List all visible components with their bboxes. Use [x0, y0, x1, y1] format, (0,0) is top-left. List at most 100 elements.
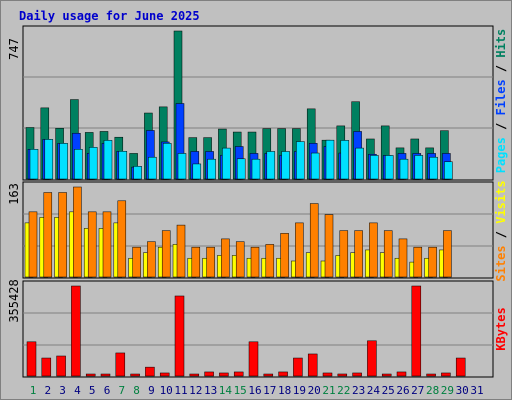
x-tick-label: 13 — [204, 384, 217, 397]
bar-pages-day-3 — [59, 143, 68, 180]
x-tick-label: 8 — [133, 384, 140, 397]
bar-pages-day-23 — [355, 147, 364, 180]
bar-sites-day-21 — [324, 214, 334, 278]
bar-pages-day-5 — [88, 147, 98, 180]
x-tick-label: 24 — [367, 384, 381, 397]
bar-pages-day-17 — [266, 151, 276, 180]
x-tick-label: 20 — [308, 384, 321, 397]
bar-kbytes-day-19 — [293, 357, 303, 377]
side-labels-top: Pages / Files / Hits — [494, 29, 508, 174]
x-tick-label: 16 — [248, 384, 261, 397]
bar-kbytes-day-21 — [322, 372, 333, 377]
bar-sites-day-29 — [443, 230, 452, 278]
svg-text:KBytes: KBytes — [494, 307, 508, 350]
bar-kbytes-day-26 — [396, 371, 407, 377]
bar-pages-day-20 — [310, 152, 320, 180]
x-tick-label: 30 — [456, 384, 469, 397]
bar-kbytes-day-14 — [219, 372, 229, 377]
bar-kbytes-day-18 — [278, 371, 288, 377]
bar-kbytes-day-4 — [71, 285, 81, 377]
bar-kbytes-day-10 — [159, 372, 170, 377]
x-tick-label: 12 — [189, 384, 202, 397]
x-tick-label: 5 — [89, 384, 96, 397]
bar-kbytes-day-20 — [307, 353, 318, 377]
bar-sites-day-2 — [43, 192, 53, 278]
bar-sites-day-3 — [58, 192, 67, 278]
legend-kbytes: KBytes — [494, 307, 508, 350]
x-tick-label: 10 — [160, 384, 173, 397]
bar-kbytes-day-5 — [85, 373, 96, 377]
bar-sites-day-22 — [339, 230, 349, 278]
bar-sites-day-9 — [147, 241, 156, 278]
bar-kbytes-day-22 — [337, 373, 348, 377]
bar-sites-day-15 — [235, 241, 245, 278]
x-tick-label: 3 — [59, 384, 66, 397]
bar-pages-day-11 — [177, 153, 187, 180]
bar-pages-day-4 — [74, 149, 83, 180]
side-labels-bottom: KBytes — [494, 307, 508, 350]
bar-pages-day-7 — [118, 151, 128, 180]
x-tick-label: 27 — [411, 384, 424, 397]
bar-kbytes-day-15 — [233, 371, 244, 377]
bar-kbytes-day-9 — [145, 366, 155, 377]
bar-kbytes-day-17 — [263, 373, 274, 377]
bar-sites-day-27 — [413, 246, 423, 278]
bar-pages-day-10 — [162, 143, 172, 180]
bar-kbytes-day-13 — [204, 371, 214, 377]
bar-sites-day-18 — [280, 233, 289, 278]
bar-kbytes-day-30 — [455, 357, 466, 377]
bar-kbytes-day-8 — [130, 373, 140, 377]
x-tick-label: 17 — [263, 384, 276, 397]
bar-pages-day-2 — [44, 139, 54, 180]
x-tick-label: 15 — [234, 384, 247, 397]
x-tick-label: 14 — [219, 384, 233, 397]
bar-kbytes-day-25 — [381, 373, 392, 377]
bar-kbytes-day-29 — [441, 372, 451, 377]
bar-sites-day-5 — [87, 211, 97, 278]
bar-pages-day-15 — [236, 158, 246, 180]
svg-text:Sites / Visits: Sites / Visits — [494, 180, 508, 281]
bars-top — [25, 30, 453, 180]
x-tick-label: 22 — [337, 384, 350, 397]
bar-kbytes-day-12 — [189, 373, 200, 377]
bar-sites-day-26 — [398, 238, 408, 278]
page-title: Daily usage for June 2025 — [19, 9, 200, 23]
x-tick-label: 7 — [118, 384, 125, 397]
bar-pages-day-12 — [192, 163, 202, 180]
bar-kbytes-day-7 — [115, 352, 126, 377]
scale-label-middle: 163 — [7, 183, 21, 205]
bars-middle — [24, 186, 452, 278]
bar-pages-day-22 — [340, 140, 350, 180]
scale-label-top: 747 — [7, 38, 21, 60]
x-tick-label: 2 — [44, 384, 51, 397]
bar-kbytes-day-28 — [426, 373, 436, 377]
bar-kbytes-day-27 — [411, 285, 422, 377]
x-tick-label: 11 — [174, 384, 187, 397]
bar-sites-day-1 — [28, 211, 38, 278]
bar-pages-day-13 — [207, 158, 216, 180]
scale-label-bottom: 355428 — [7, 279, 21, 322]
x-tick-label: 31 — [470, 384, 483, 397]
bar-pages-day-1 — [29, 149, 39, 180]
x-tick-label: 23 — [352, 384, 365, 397]
bar-sites-day-19 — [295, 222, 304, 278]
bar-pages-day-14 — [222, 147, 231, 180]
bar-sites-day-24 — [369, 222, 378, 278]
bar-sites-day-14 — [221, 238, 230, 278]
bar-pages-day-29 — [444, 161, 453, 180]
x-tick-label: 6 — [104, 384, 111, 397]
bar-kbytes-day-11 — [174, 295, 185, 377]
bar-pages-day-27 — [414, 155, 424, 180]
bar-kbytes-day-16 — [248, 341, 259, 377]
x-tick-label: 18 — [278, 384, 291, 397]
bar-sites-day-7 — [117, 200, 127, 278]
x-tick-label: 4 — [74, 384, 81, 397]
bar-sites-day-13 — [206, 246, 215, 278]
bar-kbytes-day-1 — [26, 341, 37, 377]
bar-pages-day-9 — [148, 156, 157, 180]
bar-sites-day-6 — [102, 211, 112, 278]
bar-sites-day-23 — [354, 230, 363, 278]
legend-sites: Sites — [494, 245, 508, 281]
bars-bottom — [26, 285, 466, 377]
